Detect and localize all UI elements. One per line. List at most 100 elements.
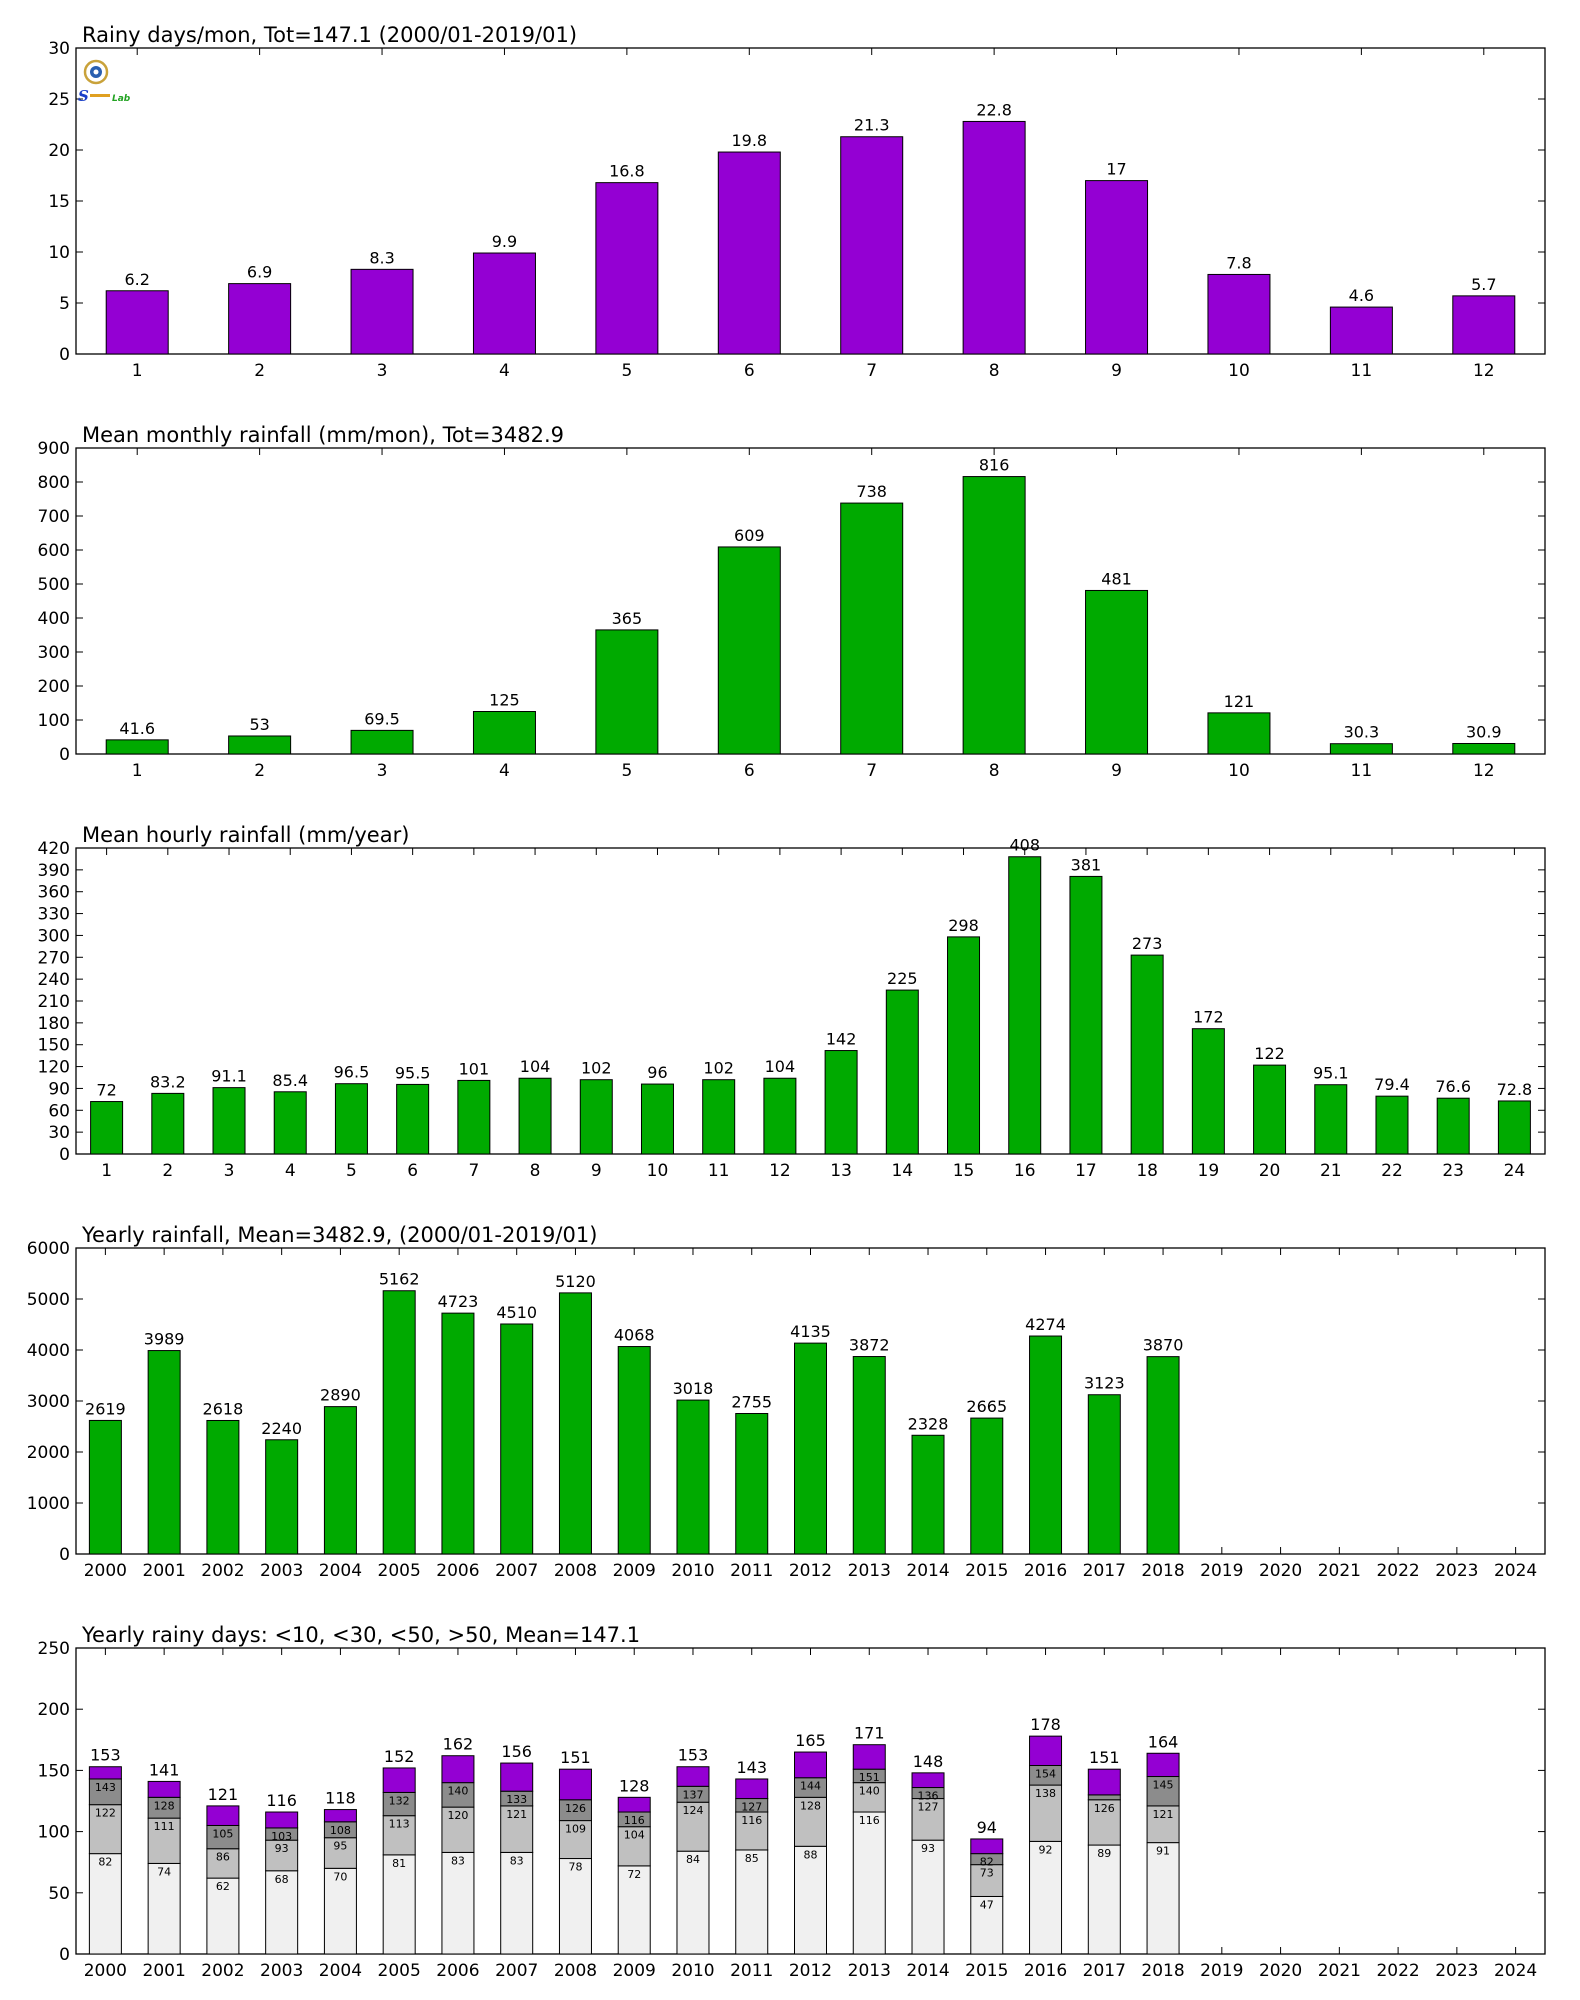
x-tick-label: 9 — [591, 1161, 602, 1181]
x-tick-label: 3 — [224, 1161, 235, 1181]
bar-value-label: 41.6 — [119, 719, 155, 738]
bar-value-label: 5162 — [379, 1270, 420, 1289]
bar — [105, 290, 169, 355]
bar — [441, 1312, 475, 1555]
y-tick-label: 420 — [38, 839, 70, 859]
stack-segment — [1029, 1840, 1063, 1955]
segment-label: 128 — [154, 1799, 175, 1812]
bar — [1130, 954, 1164, 1155]
segment-label: 92 — [1039, 1843, 1053, 1856]
bar-value-label: 4274 — [1025, 1315, 1066, 1334]
stack-segment — [852, 1811, 886, 1955]
bar — [228, 735, 292, 755]
y-tick-label: 90 — [48, 1079, 70, 1099]
y-tick-label: 360 — [38, 883, 70, 903]
y-tick-label: 390 — [38, 861, 70, 881]
bar-value-label: 2890 — [320, 1386, 361, 1405]
bar — [558, 1292, 592, 1555]
chart-5: Yearly rainy days: <10, <30, <50, >50, M… — [38, 1623, 1546, 1981]
x-tick-label: 2020 — [1259, 1961, 1302, 1981]
segment-label: 82 — [98, 1856, 112, 1869]
y-tick-label: 300 — [38, 643, 70, 663]
y-tick-label: 25 — [48, 90, 70, 110]
x-tick-label: 18 — [1136, 1161, 1158, 1181]
stack-segment — [794, 1845, 827, 1955]
stack-segment — [1029, 1735, 1063, 1767]
stack-segment — [735, 1811, 769, 1851]
x-tick-label: 2007 — [495, 1561, 538, 1581]
bar — [1146, 1356, 1180, 1555]
x-tick-label: 14 — [891, 1161, 913, 1181]
stack-segment — [323, 1809, 357, 1823]
segment-label: 47 — [980, 1898, 994, 1911]
stack-segment — [206, 1805, 240, 1826]
segment-label: 86 — [216, 1851, 230, 1864]
x-tick-label: 2012 — [789, 1961, 832, 1981]
stack-segment — [1146, 1842, 1180, 1955]
segment-label: 122 — [95, 1807, 116, 1820]
segment-label: 109 — [565, 1823, 586, 1836]
bar-total-label: 121 — [208, 1785, 239, 1804]
y-tick-label: 150 — [38, 1036, 70, 1056]
bar — [840, 136, 904, 355]
x-tick-label: 3 — [377, 361, 388, 381]
bar-value-label: 3123 — [1084, 1374, 1125, 1393]
bar-total-label: 116 — [266, 1791, 297, 1810]
stack-segment — [1087, 1768, 1121, 1796]
x-tick-label: 2005 — [378, 1961, 421, 1981]
x-tick-label: 4 — [285, 1161, 296, 1181]
x-tick-label: 2006 — [436, 1561, 479, 1581]
bar-value-label: 381 — [1071, 855, 1102, 874]
y-tick-label: 900 — [38, 439, 70, 459]
bar-value-label: 69.5 — [364, 709, 400, 728]
y-tick-label: 0 — [59, 1945, 70, 1965]
x-tick-label: 2005 — [378, 1561, 421, 1581]
bar-value-label: 121 — [1224, 692, 1255, 711]
bar-value-label: 102 — [581, 1059, 612, 1078]
x-tick-label: 2 — [254, 761, 265, 781]
bar-value-label: 2328 — [908, 1414, 949, 1433]
x-tick-label: 2017 — [1083, 1961, 1126, 1981]
bar-value-label: 96.5 — [334, 1063, 370, 1082]
segment-label: 108 — [330, 1824, 351, 1837]
x-tick-label: 2021 — [1318, 1561, 1361, 1581]
y-tick-label: 120 — [38, 1058, 70, 1078]
x-tick-label: 20 — [1259, 1161, 1281, 1181]
x-tick-label: 2021 — [1318, 1961, 1361, 1981]
chart-title: Mean monthly rainfall (mm/mon), Tot=3482… — [82, 423, 564, 447]
bar-value-label: 79.4 — [1374, 1075, 1410, 1094]
bar-value-label: 6.9 — [247, 263, 272, 282]
bar-total-label: 118 — [325, 1789, 356, 1808]
segment-label: 116 — [624, 1814, 645, 1827]
bar — [717, 546, 781, 755]
segment-label: 72 — [627, 1868, 641, 1881]
segment-label: 84 — [686, 1853, 700, 1866]
x-tick-label: 2000 — [84, 1561, 127, 1581]
y-tick-label: 150 — [38, 1761, 70, 1781]
bar-value-label: 95.5 — [395, 1063, 431, 1082]
chart-title: Yearly rainy days: <10, <30, <50, >50, M… — [81, 1623, 640, 1647]
bar-value-label: 72.8 — [1497, 1080, 1533, 1099]
y-tick-label: 800 — [38, 473, 70, 493]
x-tick-label: 2009 — [613, 1561, 656, 1581]
y-tick-label: 20 — [48, 141, 70, 161]
segment-label: 95 — [333, 1840, 347, 1853]
bar — [90, 1101, 124, 1155]
bar — [735, 1412, 769, 1555]
bar — [1314, 1084, 1348, 1155]
y-tick-label: 400 — [38, 609, 70, 629]
bar-value-label: 7.8 — [1226, 253, 1251, 272]
y-tick-label: 100 — [38, 711, 70, 731]
stack-segment — [970, 1864, 1004, 1897]
stack-segment — [441, 1806, 475, 1853]
chart-title: Rainy days/mon, Tot=147.1 (2000/01-2019/… — [82, 23, 577, 47]
stack-segment — [382, 1767, 416, 1793]
bar — [273, 1091, 307, 1155]
x-tick-label: 4 — [499, 361, 510, 381]
x-tick-label: 7 — [866, 761, 877, 781]
x-tick-label: 2011 — [730, 1561, 773, 1581]
bar-value-label: 19.8 — [731, 131, 767, 150]
x-tick-label: 2022 — [1376, 1961, 1419, 1981]
bar-total-label: 178 — [1030, 1715, 1061, 1734]
bar — [1253, 1064, 1287, 1155]
